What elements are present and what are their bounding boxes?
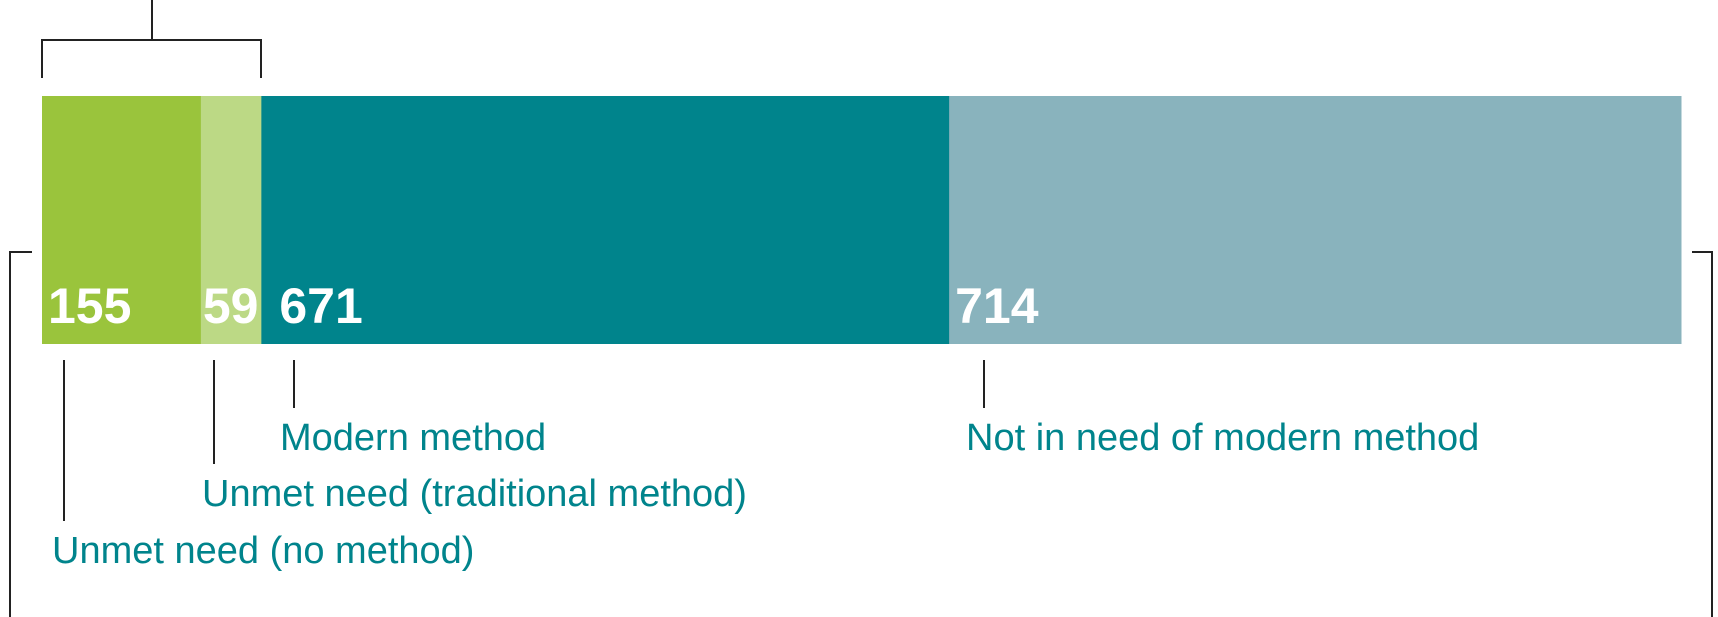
bar-segments	[42, 96, 1682, 344]
category-label-unmet-no-method: Unmet need (no method)	[52, 530, 474, 572]
bar-segment-not-in-need	[949, 96, 1682, 344]
value-label-modern-method: 671	[279, 278, 362, 334]
unmet-need-bracket	[41, 0, 262, 78]
segment-value-labels: 155 59 671 714	[48, 278, 1039, 334]
category-label-not-in-need: Not in need of modern method	[966, 417, 1479, 459]
value-label-not-in-need: 714	[955, 278, 1039, 334]
bar-segment-unmet-traditional	[200, 96, 262, 344]
category-label-modern-method: Modern method	[280, 417, 546, 459]
category-labels: Unmet need (no method) Unmet need (tradit…	[52, 417, 1479, 572]
value-label-unmet-no-method: 155	[48, 278, 131, 334]
category-label-unmet-traditional: Unmet need (traditional method)	[202, 473, 747, 515]
leader-lines	[63, 360, 985, 521]
total-bracket-right	[1692, 251, 1713, 617]
value-label-unmet-traditional: 59	[203, 278, 259, 334]
total-bracket-left	[9, 251, 32, 617]
bar-segment-unmet-no-method	[42, 96, 202, 344]
bar-segment-modern-method	[261, 96, 950, 344]
